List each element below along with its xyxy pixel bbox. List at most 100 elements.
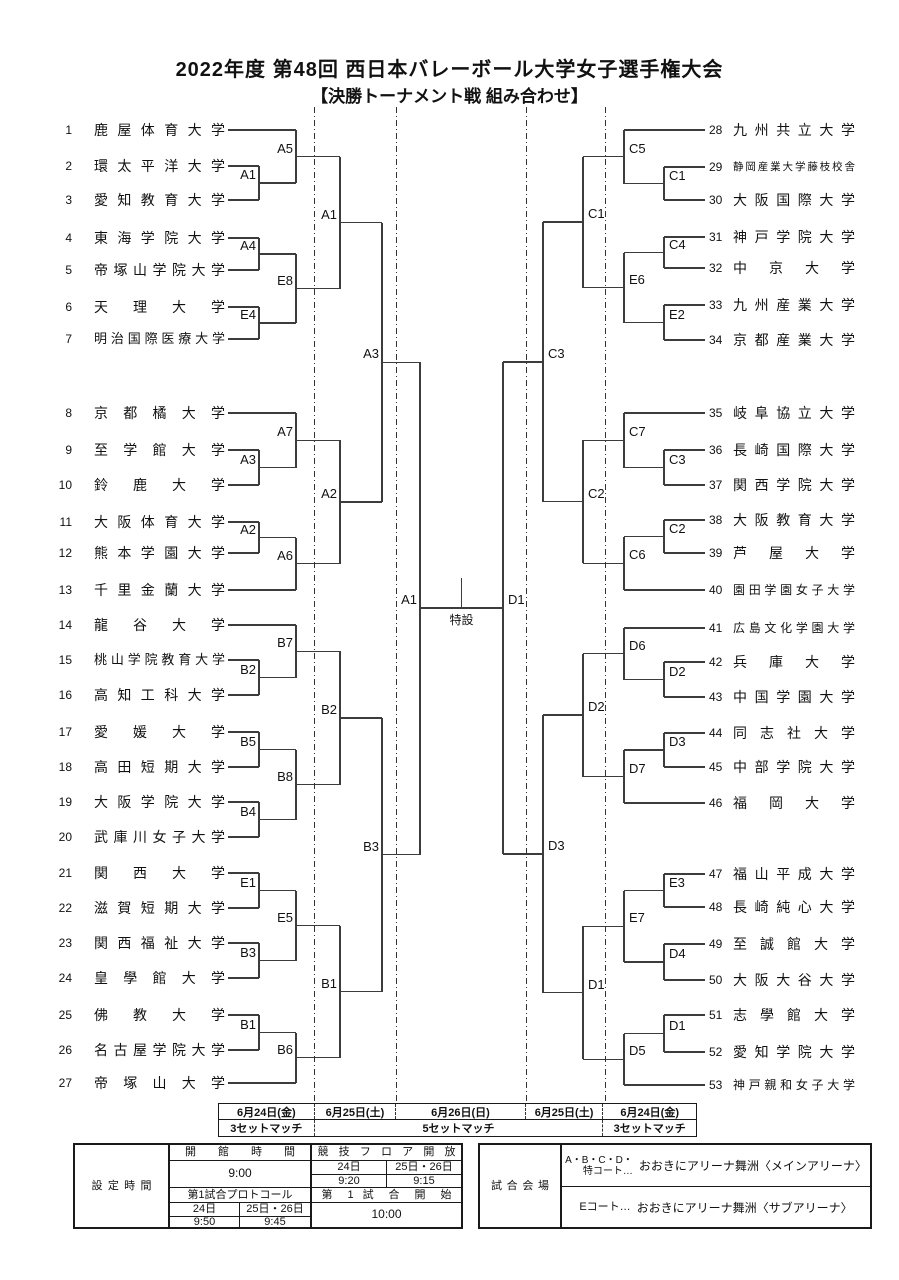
team-name: 岐阜協立大学: [733, 405, 855, 421]
bracket-line: [503, 361, 543, 363]
team-number: 31: [709, 230, 723, 244]
protocol-header: 第1試合プロトコール: [168, 1187, 310, 1202]
team-number: 1: [65, 123, 72, 137]
bracket-line: [664, 166, 705, 168]
match-code: E7: [629, 910, 645, 926]
match-code: D3: [548, 837, 565, 853]
opening-time: 9:00: [168, 1160, 310, 1187]
team-name: 中部学院大学: [733, 759, 855, 775]
bracket-line: [381, 222, 383, 502]
bracket-line: [296, 1057, 340, 1059]
match-code: D1: [508, 592, 525, 607]
bracket-line: [295, 413, 297, 468]
team-number: 44: [709, 726, 723, 740]
team-number: 32: [709, 261, 723, 275]
bracket-line: [259, 536, 296, 539]
page-subtitle: 【決勝トーナメント戦 組み合わせ】: [311, 87, 588, 106]
team-number: 19: [58, 795, 72, 809]
team-number: 9: [65, 443, 72, 457]
team-name: 園田学園女子大学: [733, 583, 855, 597]
match-code: A3: [240, 451, 256, 467]
team-name: 広島文化学園大学: [733, 621, 855, 635]
bracket-line: [296, 155, 340, 158]
bracket-line: [258, 660, 260, 695]
bracket-line: [664, 979, 705, 981]
match-code: E1: [240, 874, 256, 890]
match-format: 3セットマッチ: [230, 1123, 303, 1136]
match-code: D5: [629, 1043, 646, 1059]
match-code: A2: [321, 486, 337, 501]
team-number: 21: [58, 866, 72, 880]
match-code: C7: [629, 424, 646, 440]
first-game-time: 10:00: [310, 1202, 461, 1227]
bracket-line: [664, 304, 705, 306]
match-code: D6: [629, 637, 646, 653]
match-code: C4: [669, 236, 686, 252]
match-code: B8: [277, 768, 293, 784]
protocol-time: 9:50: [168, 1216, 239, 1228]
bracket-line: [295, 254, 297, 323]
bracket-line: [228, 659, 259, 661]
team-number: 41: [709, 621, 723, 635]
match-code: C1: [588, 206, 605, 222]
bracket-line: [228, 165, 259, 167]
bracket-line: [228, 237, 259, 239]
settings-label: 設定時間: [91, 1179, 152, 1192]
team-name: 静岡産業大学藤枝校舎: [733, 161, 855, 173]
bracket-line: [258, 522, 260, 553]
venue-label: 試合会場: [491, 1179, 549, 1192]
bracket-line: [258, 307, 260, 339]
bracket-line: [228, 977, 259, 979]
team-number: 12: [58, 546, 72, 560]
match-code: A5: [277, 140, 293, 156]
bracket-line: [228, 694, 259, 696]
bracket-line: [583, 653, 624, 655]
team-number: 2: [65, 159, 72, 173]
bracket-line: [228, 199, 259, 201]
match-code: A1: [401, 592, 417, 607]
bracket-line: [664, 906, 705, 908]
bracket-line: [228, 589, 296, 591]
bracket-line: [340, 221, 382, 224]
venue-row-sub: Eコート… おおきにアリーナ舞洲〈サブアリーナ〉: [560, 1186, 870, 1227]
bracket-line: [258, 1015, 260, 1050]
team-name: 高知工科大学: [94, 687, 225, 703]
bracket-line: [228, 338, 259, 340]
bracket-line: [295, 1032, 297, 1083]
bracket-line: [624, 251, 664, 254]
team-name: 佛教大学: [94, 1007, 225, 1023]
bracket-line: [296, 563, 340, 565]
team-name: 福山平成大学: [733, 866, 855, 882]
team-number: 34: [709, 333, 723, 347]
bracket-line: [228, 129, 296, 131]
match-code: E8: [277, 272, 293, 288]
team-number: 27: [58, 1076, 72, 1090]
bracket-line: [259, 253, 296, 255]
team-name: 京都橘大学: [94, 405, 225, 421]
match-code: B6: [277, 1041, 293, 1057]
match-code: C2: [669, 520, 686, 536]
bracket-line: [259, 676, 296, 679]
team-number: 14: [58, 618, 72, 632]
match-code: D4: [669, 946, 686, 961]
match-code: A4: [240, 238, 256, 253]
bracket-line: [295, 130, 297, 183]
floor-time: 9:20: [310, 1174, 386, 1187]
team-number: 28: [709, 123, 723, 137]
team-name: 天理大学: [94, 299, 225, 315]
team-number: 23: [58, 936, 72, 950]
bracket-line: [664, 519, 705, 521]
floor-open-header: 競技フロア開放: [310, 1145, 461, 1160]
match-code: A1: [240, 167, 256, 182]
bracket-line: [664, 484, 705, 486]
team-number: 16: [58, 688, 72, 702]
bracket-line: [228, 731, 259, 733]
bracket-line: [583, 439, 624, 441]
schedule-date: 6月26日(日): [395, 1104, 524, 1120]
team-name: 環太平洋大学: [94, 158, 225, 174]
match-code: B4: [240, 803, 256, 819]
bracket-line: [624, 678, 664, 681]
bracket-line: [664, 1051, 705, 1053]
team-number: 49: [709, 937, 723, 951]
bracket-line: [228, 412, 296, 414]
